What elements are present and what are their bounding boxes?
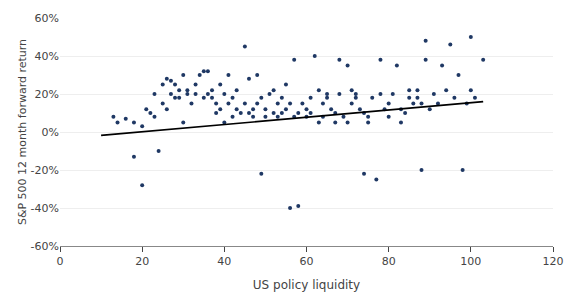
svg-text:20: 20: [135, 255, 149, 268]
svg-text:80: 80: [382, 255, 396, 268]
svg-text:US policy liquidity: US policy liquidity: [253, 278, 360, 292]
svg-text:60: 60: [300, 255, 314, 268]
svg-text:40%: 40%: [35, 50, 59, 63]
svg-text:0: 0: [57, 255, 64, 268]
svg-text:S&P 500 12 month forward retur: S&P 500 12 month forward return: [16, 39, 29, 225]
svg-text:120: 120: [543, 255, 564, 268]
svg-text:100: 100: [460, 255, 481, 268]
svg-text:-20%: -20%: [31, 164, 59, 177]
svg-text:60%: 60%: [35, 12, 59, 25]
svg-text:0%: 0%: [42, 126, 59, 139]
svg-text:40: 40: [217, 255, 231, 268]
svg-text:20%: 20%: [35, 88, 59, 101]
svg-text:-40%: -40%: [31, 202, 59, 215]
svg-text:-60%: -60%: [31, 240, 59, 253]
